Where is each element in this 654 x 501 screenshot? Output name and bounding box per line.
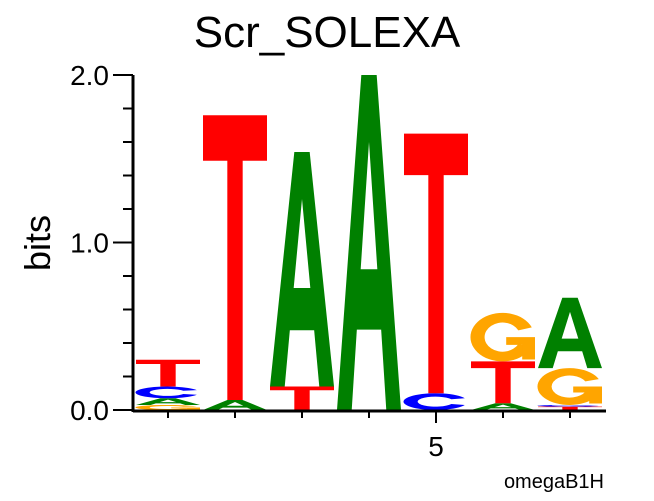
letter-shape	[136, 398, 200, 405]
axes: 0.0 1.0 2.0 5	[70, 60, 606, 462]
logo-letter-T	[404, 133, 468, 394]
logo-letter-G	[135, 404, 200, 410]
letter-shape	[203, 115, 267, 400]
logo-letter-A	[203, 399, 267, 410]
logo-letter-T	[538, 406, 602, 410]
logo-column-3	[270, 152, 334, 410]
letter-shape	[537, 368, 599, 405]
logo-letter-A	[538, 297, 602, 369]
logo-letter-T	[136, 359, 200, 387]
y-tick-label: 0.0	[70, 395, 109, 426]
letter-shape	[270, 152, 334, 387]
letter-shape	[471, 403, 535, 410]
x-tick-label: 5	[428, 431, 444, 462]
letter-shape	[136, 359, 200, 387]
letter-shape	[337, 75, 401, 410]
letter-shape	[135, 386, 197, 399]
letter-shape	[470, 312, 532, 362]
logo-column-4	[337, 75, 401, 410]
logo-letter-A	[471, 403, 535, 410]
letter-shape	[404, 133, 468, 394]
logo-letter-C	[537, 404, 599, 407]
logo-letter-G	[470, 312, 535, 362]
letter-shape	[573, 386, 602, 404]
letter-shape	[270, 386, 334, 410]
logo-column-1	[135, 359, 200, 410]
logo-letter-A	[136, 398, 200, 405]
letter-shape	[203, 399, 267, 410]
letter-shape	[403, 393, 465, 410]
y-axis-label: bits	[17, 215, 58, 271]
logo-column-2	[203, 115, 267, 410]
logo-letter-T	[203, 115, 267, 400]
chart-title: Scr_SOLEXA	[194, 8, 461, 57]
logo-letter-C	[135, 386, 197, 399]
y-tick-label: 1.0	[70, 228, 109, 259]
letter-shape	[171, 407, 200, 410]
logo-column-5	[403, 133, 468, 410]
letter-shape	[538, 406, 602, 410]
y-tick-label: 2.0	[70, 60, 109, 91]
logo-column-7	[537, 297, 602, 410]
logo-letter-T	[471, 361, 535, 404]
letter-shape	[537, 404, 599, 407]
logo-letter-T	[270, 386, 334, 410]
letter-shape	[135, 404, 197, 410]
letter-shape	[471, 361, 535, 404]
logo-letter-C	[403, 393, 465, 410]
letter-shape	[538, 297, 602, 369]
logo-letter-A	[270, 152, 334, 387]
footer-label: omegaB1H	[504, 471, 604, 493]
logo-letters	[135, 75, 602, 410]
logo-letter-G	[537, 368, 602, 405]
logo-letter-A	[337, 75, 401, 410]
letter-shape	[506, 337, 535, 360]
logo-column-6	[470, 312, 535, 410]
